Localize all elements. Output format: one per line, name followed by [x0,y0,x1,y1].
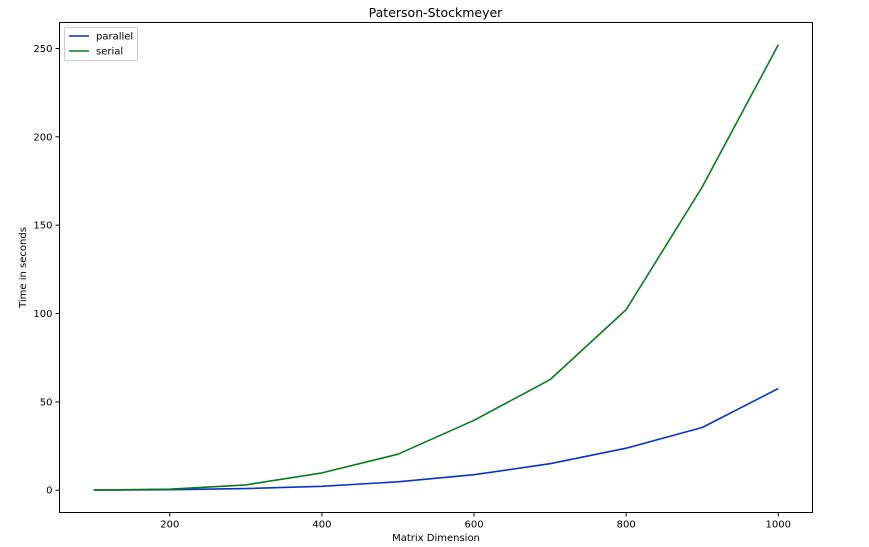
series-line-serial [93,44,780,491]
y-tick-label: 50 [40,397,53,408]
y-tick-label: 200 [33,132,52,143]
legend-label-parallel: parallel [96,32,133,43]
x-tick-label: 200 [160,520,179,531]
x-axis-label: Matrix Dimension [392,533,480,544]
y-axis-label: Time in seconds [18,227,29,309]
y-axis: 0 50 100 150 200 250 [33,44,60,497]
x-tick-label: 1000 [766,520,791,531]
series-layer [93,44,780,491]
y-tick-label: 150 [33,221,52,232]
legend-label-serial: serial [96,47,123,58]
x-tick-label: 800 [617,520,636,531]
x-axis: 200 400 600 800 1000 [160,512,791,531]
series-line-parallel [93,387,779,491]
chart-title: Paterson-Stockmeyer [369,5,504,20]
x-tick-label: 600 [464,520,483,531]
x-tick-label: 400 [312,520,331,531]
y-tick-label: 250 [33,44,52,55]
y-tick-label: 0 [46,486,52,497]
legend: parallel serial [64,27,138,61]
plot-area [59,22,813,513]
y-tick-label: 100 [33,309,52,320]
